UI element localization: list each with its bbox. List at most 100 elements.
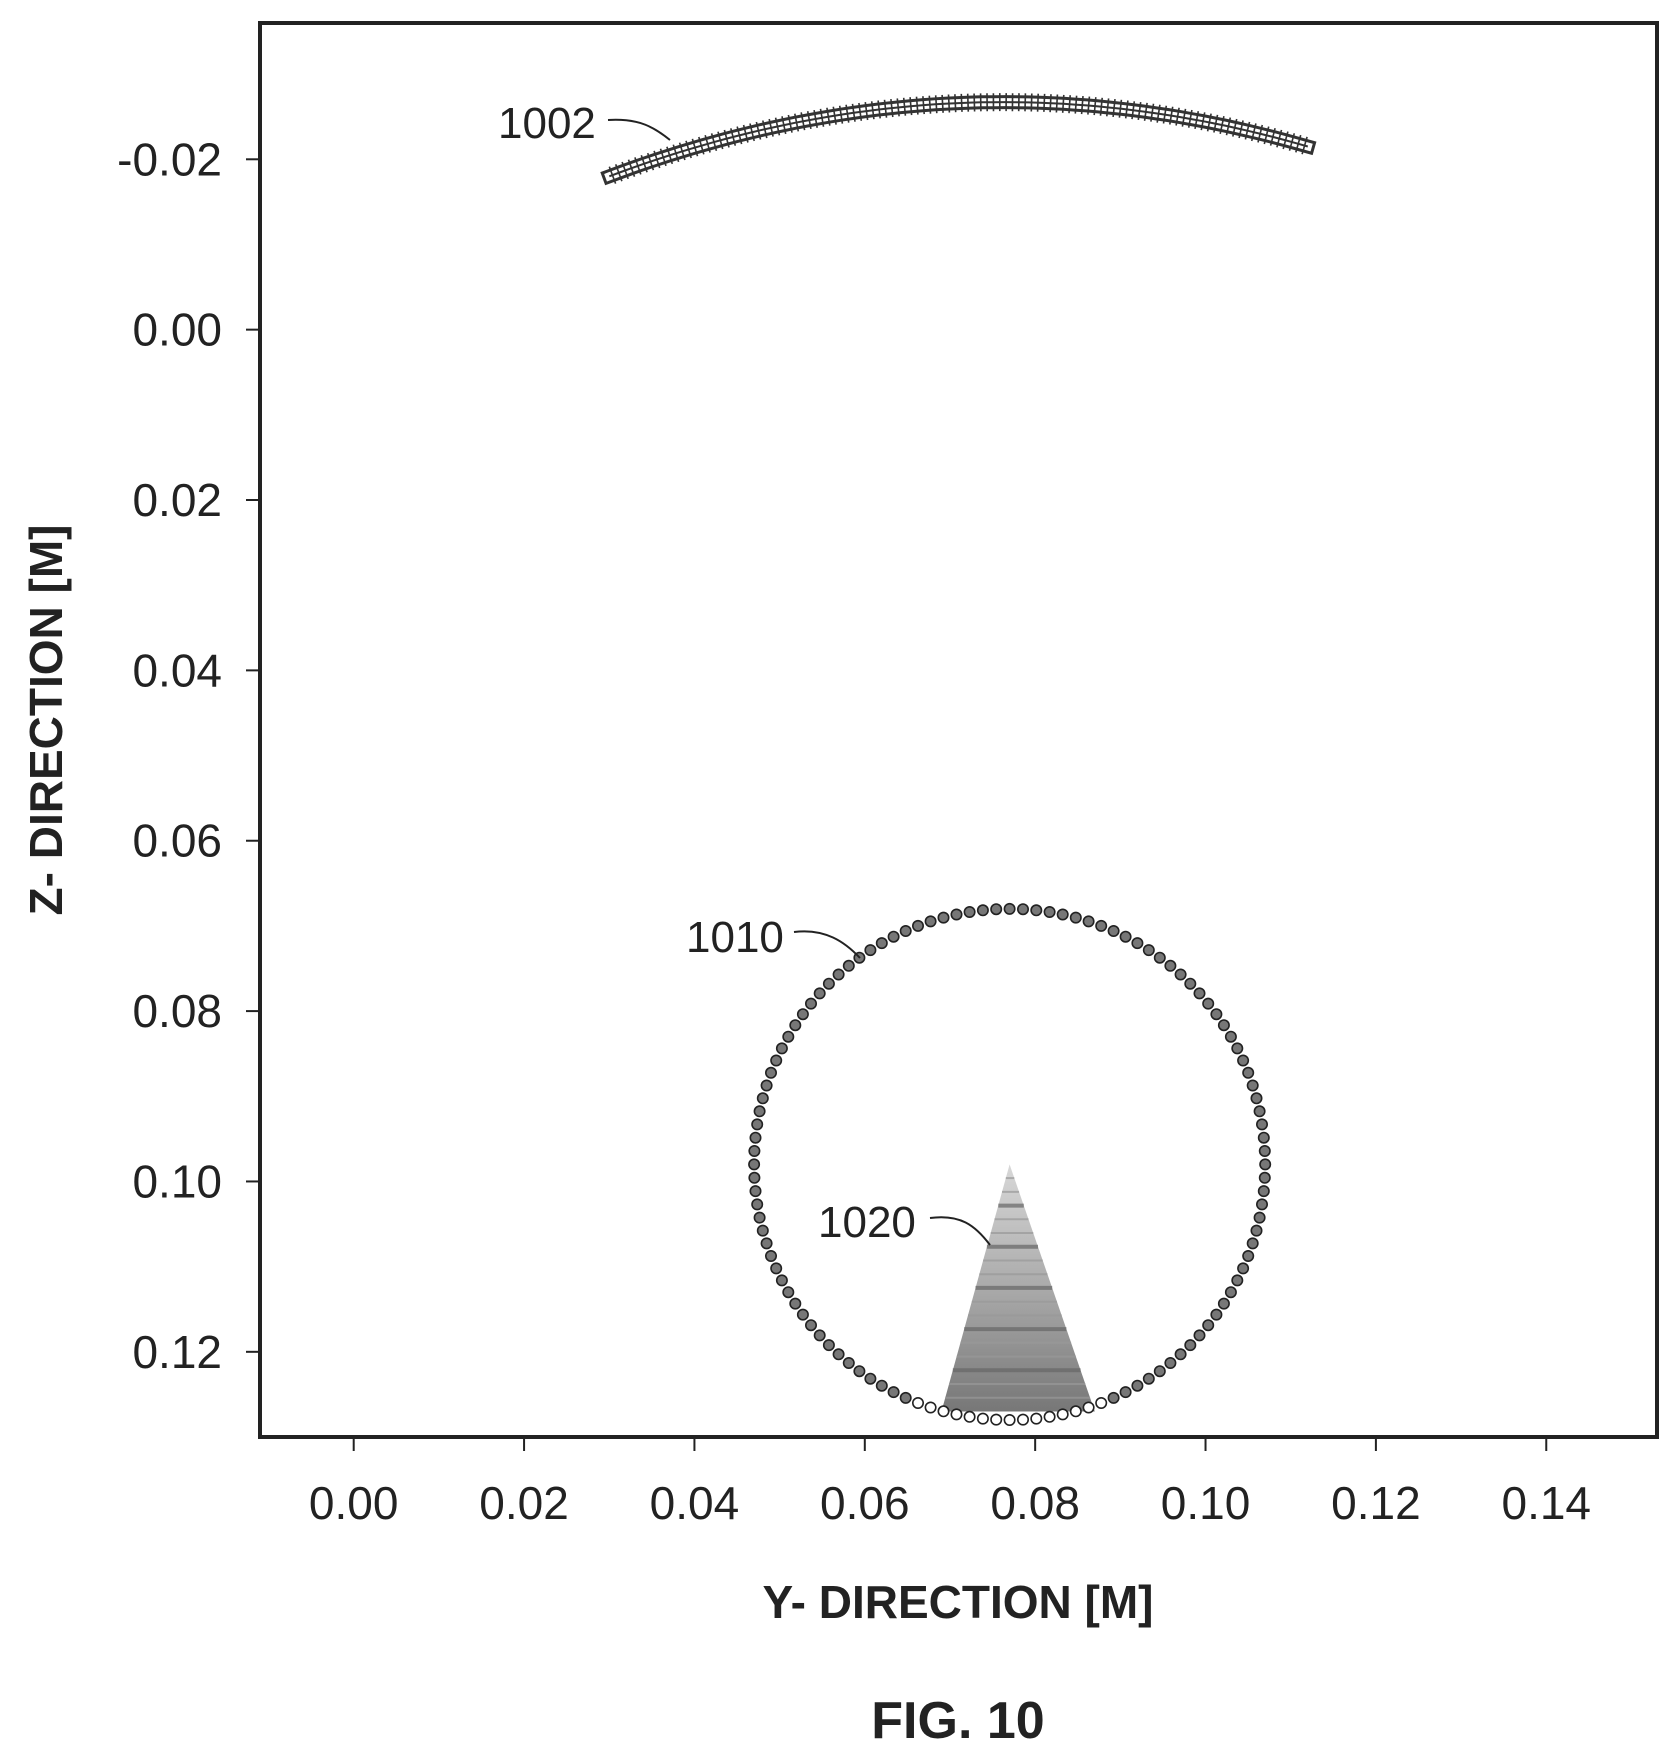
x-tick-label: 0.00 (309, 1477, 399, 1529)
ring-element (1131, 1379, 1144, 1392)
y-tick-label: 0.02 (132, 474, 222, 526)
array-element (1238, 120, 1244, 139)
ring-element (1131, 937, 1144, 950)
x-tick-label: 0.14 (1501, 1477, 1591, 1529)
array-element (813, 109, 818, 128)
array-element (1175, 107, 1180, 126)
array-element (1263, 126, 1270, 145)
leader-line-1010 (793, 930, 861, 959)
array-element (819, 108, 825, 127)
array-element (768, 118, 774, 137)
array-element (698, 136, 705, 155)
array-element (1295, 134, 1302, 153)
ring-element (1030, 904, 1043, 917)
ring-element (990, 1413, 1003, 1426)
array-center-line (608, 101, 1309, 178)
ring-element (1231, 1042, 1244, 1055)
array-element (1150, 103, 1155, 122)
array-element (1276, 129, 1283, 148)
array-element (614, 164, 623, 182)
figure-caption: FIG. 10 (871, 1692, 1044, 1750)
leader-line-1020 (929, 1216, 991, 1246)
ring-element (749, 1131, 762, 1144)
ring-element (963, 905, 976, 918)
ring-element (1119, 1386, 1132, 1399)
array-element (1200, 112, 1206, 131)
array-element (621, 161, 629, 180)
plot-frame (258, 21, 1659, 1439)
array-element (691, 138, 699, 157)
array-element (723, 129, 730, 148)
ring-element (1193, 1329, 1206, 1342)
array-element (1093, 97, 1097, 116)
ring-element (804, 997, 817, 1010)
ring-element (1095, 919, 1108, 932)
ring-element (1210, 1008, 1223, 1021)
ring-element (1016, 903, 1029, 916)
ring-element (770, 1262, 783, 1275)
array-element (1061, 94, 1065, 113)
ring-element (753, 1211, 766, 1224)
y-tick-label: 0.00 (132, 304, 222, 356)
array-element (806, 111, 812, 130)
array-element (838, 105, 844, 124)
array-element (966, 93, 970, 112)
array-element (1099, 97, 1103, 116)
array-element (1213, 114, 1219, 133)
array-element (666, 146, 674, 165)
ring-array-1010 (748, 902, 1272, 1427)
array-element (928, 95, 932, 114)
array-element (1206, 113, 1212, 132)
ring-element (1003, 1414, 1016, 1427)
array-element (646, 152, 655, 171)
ring-element (749, 1185, 762, 1198)
ring-element (1224, 1286, 1237, 1299)
ring-element (1253, 1211, 1266, 1224)
array-element (1225, 117, 1232, 136)
ring-element (1030, 1412, 1043, 1425)
array-element (1301, 136, 1308, 155)
x-tick-label: 0.10 (1161, 1477, 1251, 1529)
y-axis-title: Z- DIRECTION [M] (20, 525, 72, 916)
y-tick-label: 0.04 (132, 644, 222, 696)
ring-element (911, 1397, 924, 1410)
array-element (864, 101, 869, 121)
array-element (672, 144, 680, 163)
array-band-inner (604, 98, 1313, 182)
array-element (1187, 109, 1193, 128)
ring-element (1193, 987, 1206, 1000)
ring-element (1153, 1365, 1166, 1378)
ring-element (937, 911, 950, 924)
x-tick-label: 0.08 (990, 1477, 1080, 1529)
ring-element (842, 959, 855, 972)
ring-element (748, 1145, 761, 1158)
array-element (787, 114, 793, 133)
array-element (685, 140, 692, 159)
array-element (608, 166, 617, 184)
ring-element (976, 904, 989, 917)
ring-element (899, 1391, 912, 1404)
ring-element (1056, 1408, 1069, 1421)
x-axis-title: Y- DIRECTION [M] (763, 1576, 1154, 1628)
array-element (1068, 95, 1071, 114)
ring-element (1164, 959, 1177, 972)
y-axis-ticks: -0.02 0.00 0.02 0.04 0.06 0.08 0.10 0.12 (117, 133, 260, 1378)
array-element (1080, 96, 1084, 115)
ring-element (764, 1066, 777, 1079)
array-element (883, 99, 888, 118)
ring-element (748, 1158, 761, 1171)
array-element (800, 112, 806, 131)
array-element (1106, 98, 1110, 117)
ring-element (760, 1079, 773, 1092)
array-element (1288, 133, 1296, 151)
ring-element (864, 1372, 877, 1385)
array-element (1074, 95, 1078, 114)
array-element (1030, 93, 1033, 112)
ring-element (775, 1042, 788, 1055)
array-element (1219, 116, 1225, 134)
ring-element (842, 1357, 855, 1370)
array-element (1055, 94, 1059, 113)
array-element (1087, 96, 1091, 115)
ring-element (789, 1019, 802, 1032)
